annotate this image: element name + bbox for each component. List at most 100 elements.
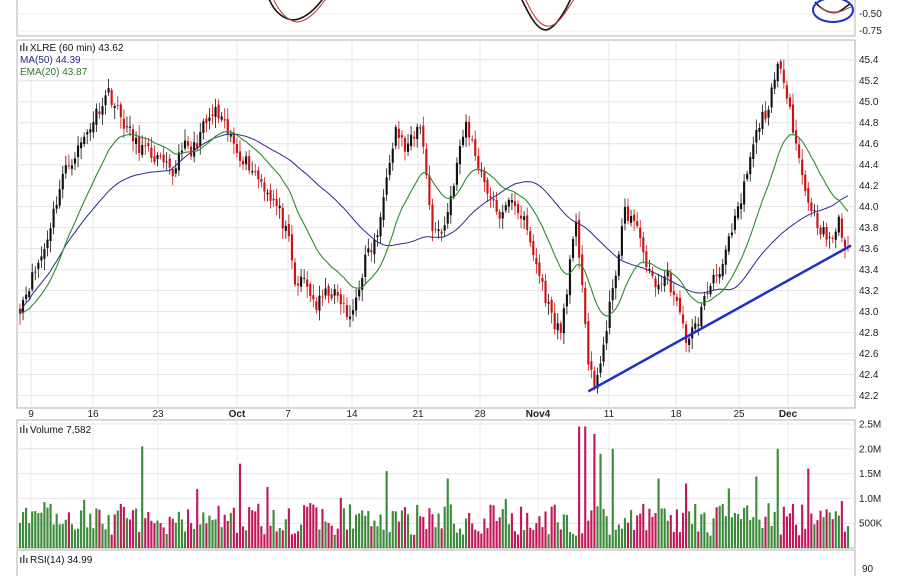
volume-bar (76, 528, 80, 548)
volume-bar (458, 528, 462, 548)
volume-bar (733, 512, 737, 548)
volume-bar (229, 512, 232, 548)
volume-bar (211, 519, 214, 548)
candle-body (406, 143, 410, 152)
candle-body (382, 197, 385, 220)
legend-rsi: RSI(14) 34.99 (30, 555, 93, 566)
candle-body (663, 276, 666, 287)
candle-body (34, 271, 37, 273)
volume-bar (483, 518, 486, 548)
volume-bar (220, 527, 223, 548)
volume-bar (358, 513, 361, 548)
volume-bar (712, 518, 715, 548)
volume-bar (440, 528, 443, 548)
price-xtick: 23 (152, 409, 164, 420)
candle-body (523, 216, 526, 221)
price-ytick: 42.2 (859, 391, 879, 402)
volume-bar (89, 513, 92, 548)
volume-bar (590, 510, 593, 548)
volume-bar (822, 517, 825, 548)
candle-body (651, 271, 654, 277)
volume-bar (544, 511, 547, 548)
volume-bar (831, 519, 834, 548)
candle-body (376, 235, 379, 238)
volume-bar (672, 531, 675, 548)
volume-bar (657, 478, 660, 548)
price-ytick: 42.4 (859, 370, 879, 381)
volume-bar (443, 506, 446, 548)
candle-body (370, 250, 373, 253)
candle-body (300, 276, 303, 287)
volume-bars (18, 426, 850, 548)
volume-bar (92, 528, 95, 548)
candle-body (232, 132, 235, 144)
candle-body (767, 109, 770, 118)
volume-bar (275, 531, 278, 548)
candle-body (238, 151, 242, 161)
candle-body (113, 106, 116, 109)
volume-bar (452, 523, 455, 548)
volume-bar (376, 526, 379, 548)
volume-bar (709, 535, 712, 548)
volume-bar (746, 505, 749, 548)
candle-body (471, 139, 474, 141)
candle-body (348, 316, 352, 320)
price-xtick: 25 (733, 409, 745, 420)
volume-bar (339, 497, 342, 548)
candle-body (83, 136, 86, 145)
top-indicator-panel: -0.50 -0.75 (16, 0, 882, 37)
volume-bar (235, 532, 238, 548)
volume-bar (776, 448, 779, 548)
volume-bar (223, 514, 226, 548)
volume-bar (825, 509, 828, 548)
volume-bar (785, 516, 788, 548)
volume-bar (532, 529, 535, 548)
price-xtick: Oct (229, 409, 246, 420)
volume-bar (513, 531, 517, 548)
candle-body (434, 228, 437, 230)
candle-body (361, 278, 364, 290)
volume-bar (461, 534, 465, 548)
candle-body (474, 139, 477, 157)
candle-body (571, 239, 575, 258)
volume-bar (296, 531, 300, 548)
candle-body (504, 205, 507, 211)
volume-bar (813, 524, 816, 548)
volume-bar (550, 506, 553, 548)
volume-bar (840, 500, 843, 548)
volume-bar (694, 503, 697, 548)
volume-bar (675, 509, 678, 548)
volume-bar (400, 510, 403, 548)
candle-body (605, 331, 608, 344)
candle-body (159, 155, 162, 157)
candle-body (183, 140, 187, 149)
volume-bar (153, 523, 156, 548)
rsi-panel-frame (16, 549, 856, 576)
candle-body (791, 104, 795, 133)
volume-bar (639, 513, 642, 548)
volume-bar (186, 509, 190, 548)
candle-body (587, 321, 590, 365)
candle-body (309, 283, 312, 297)
volume-bar (651, 516, 654, 548)
candle-body (602, 344, 605, 362)
volume-bar (110, 534, 113, 548)
volume-bar (556, 522, 559, 548)
ma50-line (19, 133, 849, 314)
candle-body (575, 221, 578, 237)
volume-bar (752, 517, 755, 548)
volume-bar (263, 534, 266, 548)
price-ytick: 44.6 (859, 139, 879, 150)
candle-body (593, 370, 596, 387)
volume-bar (428, 508, 431, 548)
candle-body (443, 225, 446, 231)
volume-bar (208, 515, 211, 548)
candle-body (281, 207, 284, 229)
candle-body (700, 306, 703, 327)
candle-body (128, 126, 132, 128)
volume-bar (614, 529, 617, 548)
volume-bar (611, 448, 614, 548)
candle-body (226, 119, 229, 135)
candle-body (104, 95, 107, 106)
candle-body (400, 135, 403, 138)
